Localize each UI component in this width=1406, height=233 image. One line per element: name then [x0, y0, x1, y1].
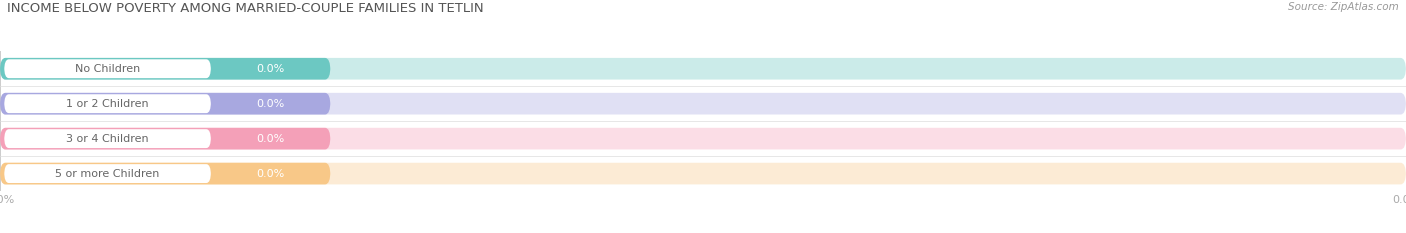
- Text: 0.0%: 0.0%: [256, 64, 285, 74]
- Text: No Children: No Children: [75, 64, 141, 74]
- FancyBboxPatch shape: [0, 128, 330, 150]
- Text: 0.0%: 0.0%: [256, 134, 285, 144]
- FancyBboxPatch shape: [0, 163, 1406, 185]
- FancyBboxPatch shape: [4, 129, 211, 148]
- Text: 0.0%: 0.0%: [256, 169, 285, 178]
- FancyBboxPatch shape: [0, 58, 330, 80]
- Text: 3 or 4 Children: 3 or 4 Children: [66, 134, 149, 144]
- FancyBboxPatch shape: [0, 128, 1406, 150]
- Text: 0.0%: 0.0%: [256, 99, 285, 109]
- Text: 1 or 2 Children: 1 or 2 Children: [66, 99, 149, 109]
- FancyBboxPatch shape: [0, 93, 330, 115]
- FancyBboxPatch shape: [0, 58, 1406, 80]
- FancyBboxPatch shape: [0, 93, 1406, 115]
- FancyBboxPatch shape: [4, 59, 211, 78]
- Text: INCOME BELOW POVERTY AMONG MARRIED-COUPLE FAMILIES IN TETLIN: INCOME BELOW POVERTY AMONG MARRIED-COUPL…: [7, 2, 484, 15]
- FancyBboxPatch shape: [4, 94, 211, 113]
- FancyBboxPatch shape: [4, 164, 211, 183]
- Text: 5 or more Children: 5 or more Children: [55, 169, 160, 178]
- FancyBboxPatch shape: [0, 163, 330, 185]
- Text: Source: ZipAtlas.com: Source: ZipAtlas.com: [1288, 2, 1399, 12]
